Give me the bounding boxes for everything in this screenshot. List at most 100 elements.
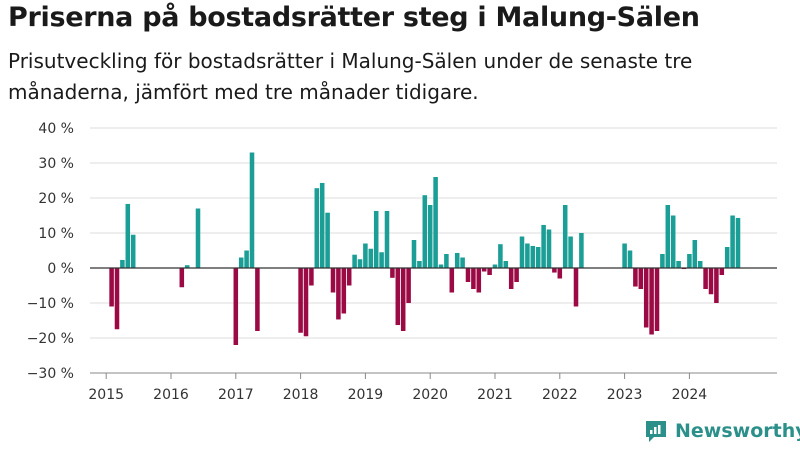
- bar: [638, 268, 644, 289]
- bar: [476, 268, 482, 293]
- bar: [400, 268, 406, 331]
- bar: [724, 247, 730, 268]
- bar: [303, 268, 309, 337]
- bar: [379, 252, 384, 268]
- bar: [373, 210, 379, 268]
- x-tick-label: 2020: [412, 387, 448, 403]
- axes: −30 % −20 % −10 % 0 % 10 % 20 % 30 % 40 % 2015 20…: [27, 121, 777, 403]
- bar: [179, 268, 185, 288]
- bar: [363, 243, 368, 268]
- bar: [670, 215, 676, 268]
- bar: [249, 152, 255, 268]
- bar: [244, 250, 249, 268]
- y-tick-label: 10 %: [38, 226, 74, 242]
- bar: [384, 210, 390, 268]
- bar: [627, 250, 633, 268]
- bar: [665, 205, 671, 268]
- bar: [481, 268, 487, 272]
- latest-value-label: 14 %: [704, 0, 742, 4]
- x-tick-label: 2024: [672, 387, 708, 403]
- bar: [438, 264, 444, 268]
- newsworthy-logo: Newsworthy: [643, 418, 800, 444]
- y-tick-label: 0 %: [47, 261, 74, 277]
- bar: [719, 268, 725, 275]
- bar: [341, 268, 347, 314]
- y-tick-label: −10 %: [27, 296, 74, 312]
- bar: [406, 268, 411, 303]
- bar: [395, 268, 401, 326]
- bar: [633, 268, 638, 287]
- bar: [330, 268, 336, 293]
- bar: [449, 268, 455, 293]
- bar: [562, 205, 568, 268]
- bar: [519, 236, 525, 268]
- chart-subtitle: Prisutveckling för bostadsrätter i Malun…: [8, 49, 693, 104]
- bar: [568, 236, 573, 268]
- bar: [622, 243, 627, 268]
- y-tick-label: 40 %: [38, 121, 74, 137]
- bar: [319, 182, 325, 268]
- bar: [422, 195, 428, 268]
- bar: [557, 268, 563, 279]
- bar: [460, 257, 465, 268]
- bar: [114, 268, 120, 330]
- bar: [471, 268, 476, 289]
- bar: [444, 254, 449, 268]
- y-tick-label: 30 %: [38, 156, 74, 172]
- x-tick-label: 2015: [88, 387, 124, 403]
- newsworthy-logo-icon: [646, 421, 666, 442]
- bar: [487, 268, 492, 275]
- x-tick-label: 2022: [542, 387, 578, 403]
- x-tick-label: 2021: [477, 387, 513, 403]
- bar: [714, 268, 719, 303]
- bar: [233, 268, 239, 345]
- bar: [417, 261, 422, 268]
- bar: [130, 234, 136, 268]
- bar: [492, 264, 498, 268]
- bar: [125, 203, 131, 268]
- bar: [346, 268, 352, 286]
- bar: [390, 268, 395, 278]
- chart-title: Priserna på bostadsrätter steg i Malung-…: [8, 2, 700, 33]
- bar: [325, 212, 330, 268]
- bar: [508, 268, 514, 289]
- bar: [368, 248, 374, 268]
- bar: [579, 233, 584, 268]
- y-tick-label: −20 %: [27, 331, 74, 347]
- bar: [697, 261, 703, 268]
- bar: [687, 254, 692, 268]
- bar: [255, 268, 260, 331]
- bar: [238, 257, 244, 268]
- bar: [498, 244, 503, 268]
- bar: [692, 240, 698, 268]
- bar: [552, 268, 557, 273]
- bar: [530, 245, 536, 268]
- bar: [643, 268, 649, 328]
- bar: [298, 268, 303, 333]
- x-tick-label: 2023: [607, 387, 643, 403]
- bar: [184, 265, 190, 268]
- bar: [454, 252, 460, 268]
- x-tick-label: 2017: [218, 387, 254, 403]
- bar: [195, 208, 201, 268]
- bar: [503, 261, 509, 268]
- bar: [514, 268, 519, 282]
- bar: [654, 268, 660, 331]
- bar: [525, 243, 530, 268]
- x-tick-label: 2018: [283, 387, 319, 403]
- bar: [314, 188, 320, 268]
- x-tick-label: 2019: [348, 387, 384, 403]
- annotations: 14 %: [704, 0, 742, 4]
- y-tick-label: −30 %: [27, 366, 74, 382]
- bar: [411, 240, 417, 268]
- bar: [735, 217, 741, 268]
- x-tick-label: 2016: [153, 387, 189, 403]
- bar: [535, 247, 541, 268]
- bar: [465, 268, 471, 282]
- y-tick-label: 20 %: [38, 191, 74, 207]
- bar: [309, 268, 314, 286]
- bars: [109, 152, 741, 345]
- bar: [649, 268, 654, 335]
- bar: [703, 268, 708, 289]
